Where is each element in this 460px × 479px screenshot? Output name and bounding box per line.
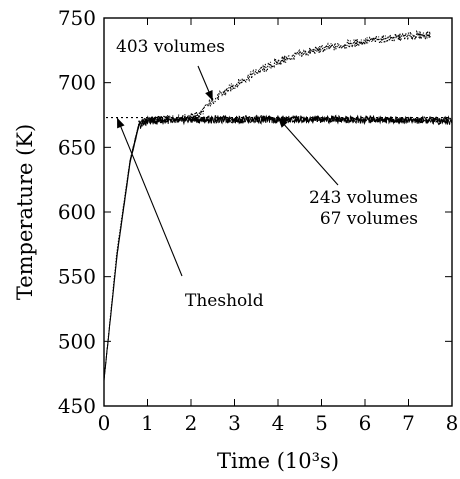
series-line-403-volumes [103,29,431,381]
x-axis: 0 1 2 3 4 5 6 7 8 [98,18,459,435]
annotation-arrow [116,117,183,277]
annotation-label: Theshold [185,291,264,311]
annotation-arrowhead [117,117,125,129]
annotation-label: 67 volumes [320,209,418,229]
x-tick-label: 6 [359,411,372,435]
annotation-label: 403 volumes [116,37,225,57]
y-tick-label: 700 [58,71,96,95]
x-axis-label: Time (10³s) [217,449,339,473]
series-line-67-volumes [103,115,453,381]
x-tick-label: 7 [402,411,415,435]
series-line-243-volumes [103,114,453,381]
x-tick-label: 5 [315,411,328,435]
y-axis-label: Temperature (K) [13,124,37,300]
x-tick-label: 3 [228,411,241,435]
y-tick-label: 550 [58,265,96,289]
y-axis: 450 500 550 600 650 700 750 [58,6,452,418]
annotation-arrowhead [278,117,288,128]
x-tick-label: 4 [272,411,285,435]
y-tick-label: 650 [58,135,96,159]
x-tick-label: 2 [185,411,198,435]
y-tick-label: 750 [58,6,96,30]
annotation-label: 243 volumes [309,188,418,208]
y-tick-label: 500 [58,329,96,353]
y-tick-label: 450 [58,394,96,418]
x-tick-label: 8 [446,411,459,435]
y-tick-label: 600 [58,200,96,224]
x-tick-label: 0 [98,411,111,435]
x-tick-label: 1 [141,411,154,435]
annotation-arrow [277,117,339,186]
annotation-arrowhead [205,90,213,101]
series-layer [103,29,453,381]
